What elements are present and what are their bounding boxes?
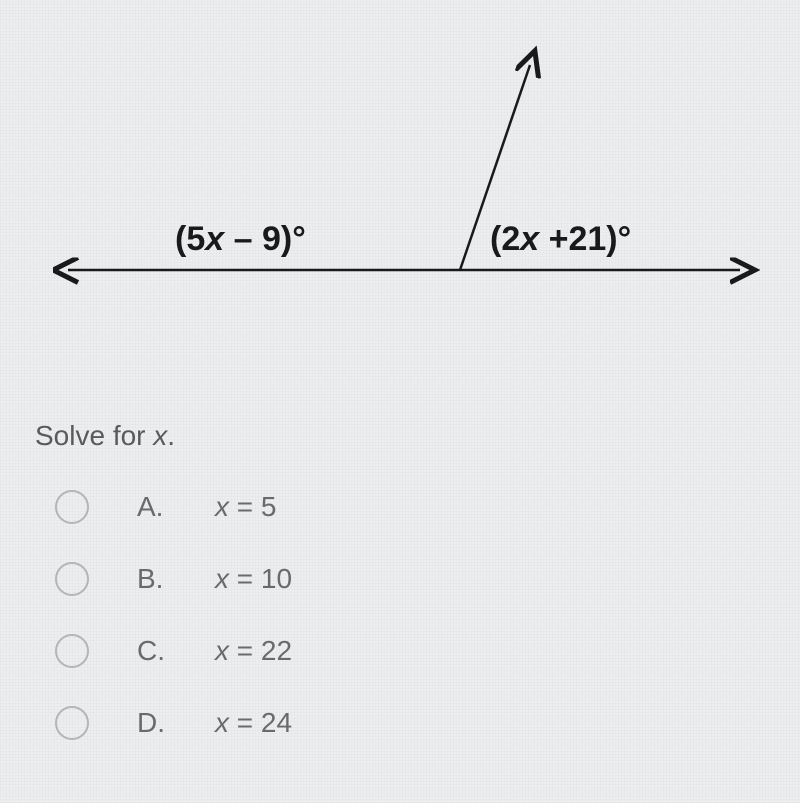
answer-options: A. x = 5 B. x = 10 C. x = 22 D. x = 24 bbox=[55, 490, 292, 740]
radio-a[interactable] bbox=[55, 490, 89, 524]
option-c[interactable]: C. x = 22 bbox=[55, 634, 292, 668]
radio-c[interactable] bbox=[55, 634, 89, 668]
option-text: x = 5 bbox=[215, 491, 276, 523]
angle-diagram: (5x – 9)° (2x +21)° bbox=[40, 30, 760, 330]
left-angle-label: (5x – 9)° bbox=[175, 220, 306, 259]
option-letter: B. bbox=[137, 563, 167, 595]
diagram-svg bbox=[40, 30, 760, 330]
right-angle-label: (2x +21)° bbox=[490, 220, 631, 259]
radio-b[interactable] bbox=[55, 562, 89, 596]
option-letter: A. bbox=[137, 491, 167, 523]
option-letter: D. bbox=[137, 707, 167, 739]
option-d[interactable]: D. x = 24 bbox=[55, 706, 292, 740]
option-letter: C. bbox=[137, 635, 167, 667]
option-a[interactable]: A. x = 5 bbox=[55, 490, 292, 524]
option-b[interactable]: B. x = 10 bbox=[55, 562, 292, 596]
radio-d[interactable] bbox=[55, 706, 89, 740]
option-text: x = 10 bbox=[215, 563, 292, 595]
option-text: x = 24 bbox=[215, 707, 292, 739]
question-prompt: Solve for x. bbox=[35, 420, 175, 452]
option-text: x = 22 bbox=[215, 635, 292, 667]
